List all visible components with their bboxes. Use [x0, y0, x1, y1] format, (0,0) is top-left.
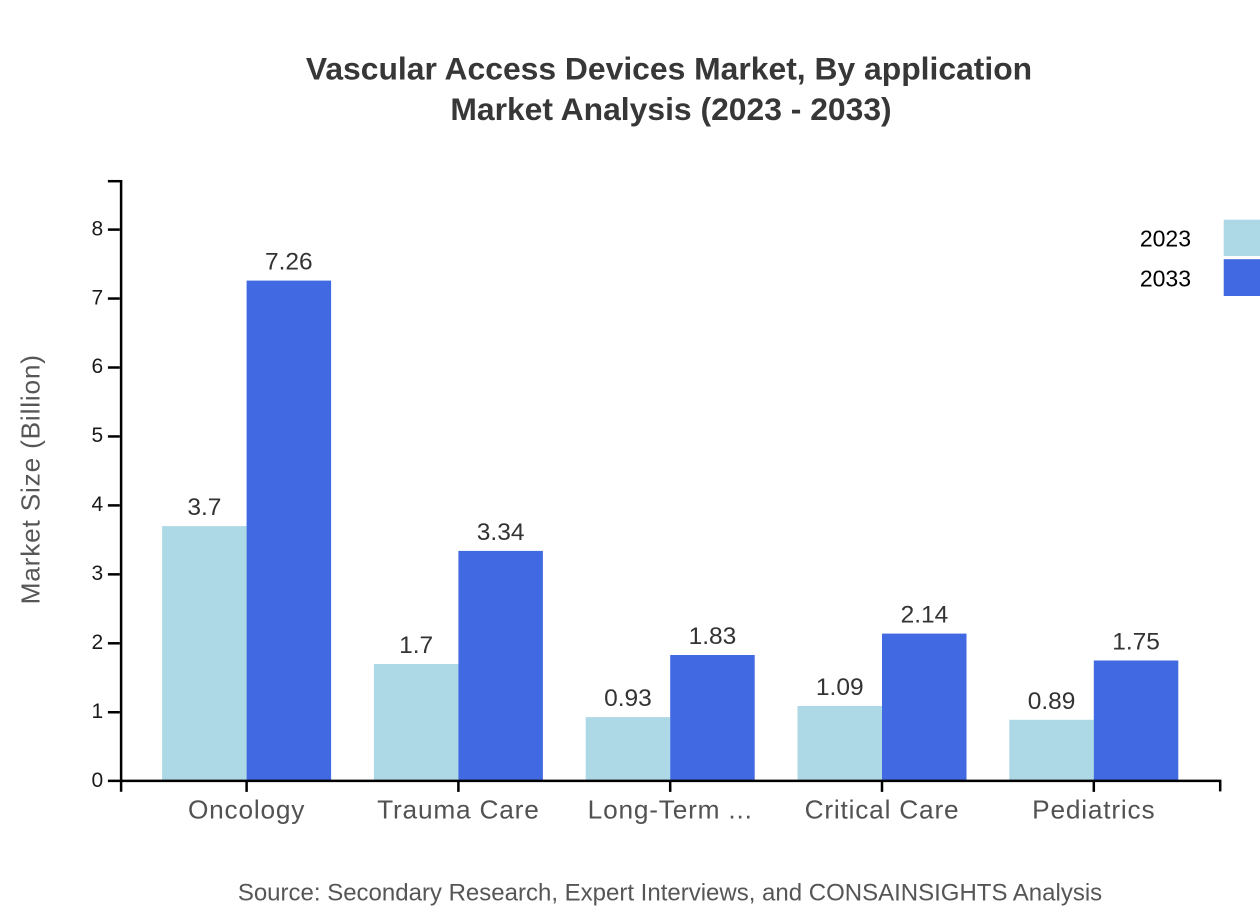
svg-text:Vascular Access Devices Market: Vascular Access Devices Market, By appli…	[306, 51, 1032, 87]
svg-text:4: 4	[92, 493, 104, 516]
svg-text:Pediatrics: Pediatrics	[1032, 794, 1155, 824]
svg-text:1: 1	[92, 700, 104, 723]
svg-text:Oncology: Oncology	[188, 794, 305, 824]
svg-text:0: 0	[92, 769, 104, 792]
svg-text:1.75: 1.75	[1112, 629, 1160, 656]
svg-text:2.14: 2.14	[901, 602, 949, 629]
svg-text:1.83: 1.83	[689, 623, 737, 650]
svg-text:Source: Secondary Research, Ex: Source: Secondary Research, Expert Inter…	[238, 879, 1102, 906]
svg-text:1.09: 1.09	[816, 674, 864, 701]
svg-text:2023: 2023	[1140, 225, 1191, 251]
svg-text:6: 6	[92, 355, 104, 378]
svg-text:0.89: 0.89	[1028, 688, 1076, 715]
svg-text:1.7: 1.7	[399, 632, 433, 659]
svg-text:Market Analysis (2023 - 2033): Market Analysis (2023 - 2033)	[450, 91, 891, 127]
svg-text:0.93: 0.93	[604, 685, 652, 712]
svg-text:2: 2	[92, 631, 104, 654]
svg-text:3.34: 3.34	[477, 519, 525, 546]
svg-text:7: 7	[92, 286, 104, 309]
svg-text:5: 5	[92, 424, 104, 447]
svg-text:7.26: 7.26	[265, 249, 313, 276]
svg-text:Long-Term ...: Long-Term ...	[588, 794, 753, 824]
svg-text:3.7: 3.7	[187, 494, 221, 521]
svg-text:3: 3	[92, 562, 104, 585]
svg-text:Market Size (Billion): Market Size (Billion)	[16, 354, 46, 604]
svg-text:8: 8	[92, 217, 104, 240]
svg-text:Critical Care: Critical Care	[805, 794, 960, 824]
svg-text:2033: 2033	[1140, 265, 1191, 291]
svg-text:Trauma Care: Trauma Care	[377, 794, 539, 824]
